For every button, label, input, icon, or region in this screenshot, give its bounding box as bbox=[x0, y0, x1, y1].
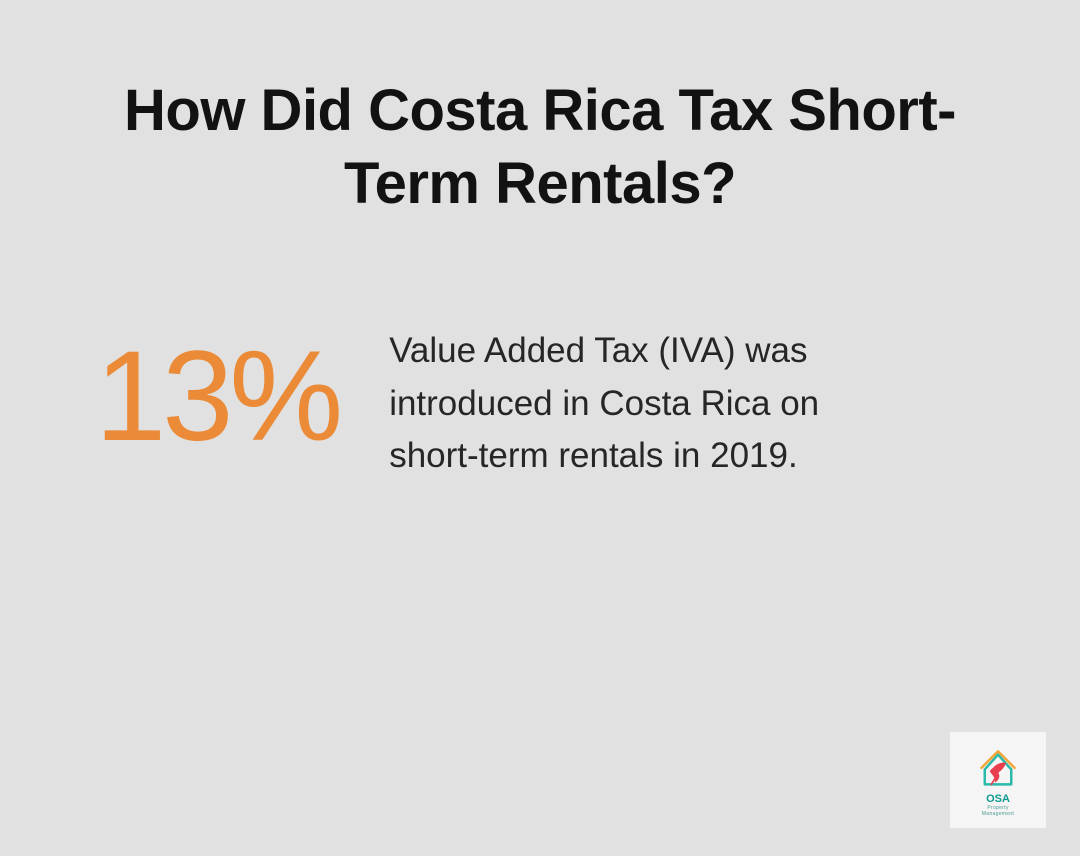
logo-icon bbox=[973, 743, 1023, 791]
logo-brand-text: OSA bbox=[986, 793, 1010, 805]
stat-percent: 13% bbox=[95, 333, 339, 461]
stat-row: 13% Value Added Tax (IVA) was introduced… bbox=[95, 325, 985, 483]
stat-description: Value Added Tax (IVA) was introduced in … bbox=[389, 325, 869, 483]
page-title: How Did Costa Rica Tax Short-Term Rental… bbox=[0, 75, 1080, 220]
brand-logo: OSA Property Management bbox=[950, 732, 1046, 828]
logo-tagline-2: Management bbox=[982, 811, 1014, 817]
